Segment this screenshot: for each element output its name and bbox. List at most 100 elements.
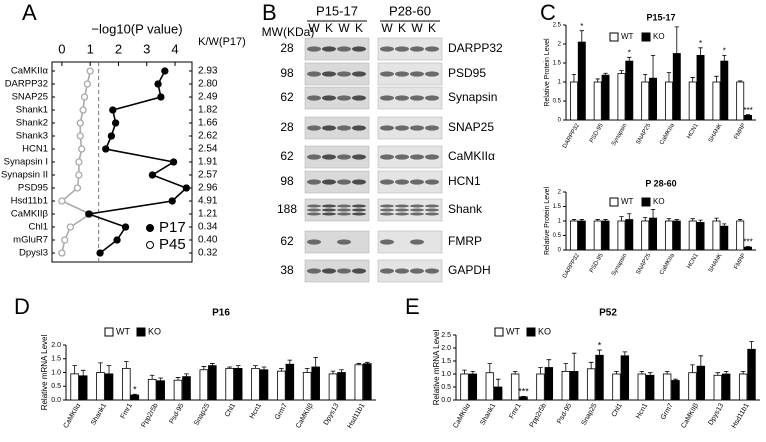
chart-title: P 28-60 — [645, 178, 676, 188]
data-point — [102, 145, 110, 153]
kw-ratio: 1.91 — [198, 157, 218, 168]
legend-label: WT — [506, 326, 520, 336]
error-bar — [698, 355, 704, 367]
blot-band — [395, 154, 409, 160]
y-tick-label: 2 — [558, 190, 562, 196]
blot-band — [395, 46, 409, 52]
data-point — [169, 158, 178, 166]
error-bar — [738, 219, 743, 221]
error-bar — [643, 217, 648, 221]
error-bar — [749, 341, 754, 350]
blot-band — [307, 208, 321, 212]
significance: * — [133, 385, 137, 395]
bar — [672, 220, 681, 251]
bar — [199, 369, 209, 401]
blot-band — [337, 204, 351, 208]
bar — [664, 81, 673, 121]
blot-band — [395, 179, 409, 185]
bar — [744, 246, 753, 251]
error-bar — [201, 366, 207, 370]
error-bar — [313, 356, 319, 367]
blot-band — [352, 204, 366, 208]
error-bar — [627, 56, 632, 62]
y-tick-label: 2 — [558, 42, 562, 48]
bar — [104, 373, 114, 401]
mw-value: 62 — [280, 149, 294, 163]
error-bar — [745, 114, 751, 116]
x-tick-label: CaMKIIα — [452, 402, 472, 429]
data-point — [121, 223, 130, 231]
error-bar — [715, 372, 721, 376]
error-bar — [123, 361, 129, 369]
mw-value: 98 — [280, 66, 294, 80]
bar — [662, 373, 672, 401]
legend-label: KO — [653, 197, 665, 206]
bar — [586, 368, 596, 401]
bar — [577, 220, 586, 251]
bar — [225, 367, 234, 401]
blot-band — [380, 212, 394, 216]
mw-value: 62 — [280, 234, 294, 248]
x-tick-label: Ppp2r5b — [140, 402, 159, 429]
x-tick-label: CaMKIIa — [659, 122, 676, 146]
kw-ratio: 2.80 — [198, 79, 218, 90]
error-bar — [597, 349, 602, 356]
y-axis-label: Relative Protein Level — [544, 187, 551, 256]
blot-band — [337, 154, 351, 160]
y-tick-label: 0.5 — [553, 233, 562, 239]
kw-ratio: 0.40 — [198, 235, 218, 246]
data-point — [157, 93, 165, 101]
blot-band — [410, 179, 424, 185]
blot-band — [352, 268, 366, 274]
error-bar — [149, 374, 155, 380]
category-label: Synapsin I — [4, 157, 48, 168]
category-label: Shank1 — [16, 105, 48, 116]
blot-band — [425, 95, 439, 101]
error-bar — [80, 369, 86, 376]
blot-band — [410, 125, 424, 131]
blot-band — [410, 239, 424, 245]
bar — [671, 380, 680, 401]
blot-band — [395, 208, 409, 212]
y-tick-label: 1.0 — [51, 369, 61, 376]
error-bar — [674, 26, 679, 54]
blot-band — [352, 212, 366, 216]
blot-band — [425, 125, 439, 131]
blot-band — [380, 125, 394, 131]
x-tick-label: FMRP — [734, 253, 748, 271]
blot-band — [352, 208, 366, 212]
error-bar — [619, 216, 624, 221]
legend-swatch — [494, 327, 504, 337]
error-bar — [365, 361, 370, 364]
mw-value: 28 — [280, 41, 294, 55]
bar — [70, 373, 79, 401]
blot-band — [352, 179, 366, 185]
bar — [688, 220, 697, 251]
bar — [233, 367, 243, 401]
x-tick-label: Chl1 — [611, 402, 624, 418]
blot-band — [425, 268, 439, 274]
error-bar — [698, 47, 703, 56]
bar — [712, 81, 721, 121]
bar — [569, 220, 578, 251]
data-point — [107, 132, 116, 140]
error-bar — [647, 372, 653, 376]
blot-band — [425, 179, 439, 185]
mw-value: 188 — [277, 202, 297, 216]
data-point — [148, 171, 157, 179]
blot-band — [425, 204, 439, 208]
blot-band — [380, 239, 394, 245]
x-axis-label: −log10(P value) — [91, 21, 182, 36]
blot-band — [322, 154, 336, 160]
bar — [251, 367, 260, 401]
bar — [156, 380, 165, 401]
legend-swatch — [104, 327, 114, 337]
bar — [645, 374, 655, 401]
error-bar — [603, 72, 608, 76]
data-point — [75, 171, 83, 179]
blot-band — [410, 268, 424, 274]
blot-band — [380, 179, 394, 185]
error-bar — [595, 78, 600, 82]
blot-band — [380, 154, 394, 160]
x-tick-label: 0 — [58, 41, 65, 56]
